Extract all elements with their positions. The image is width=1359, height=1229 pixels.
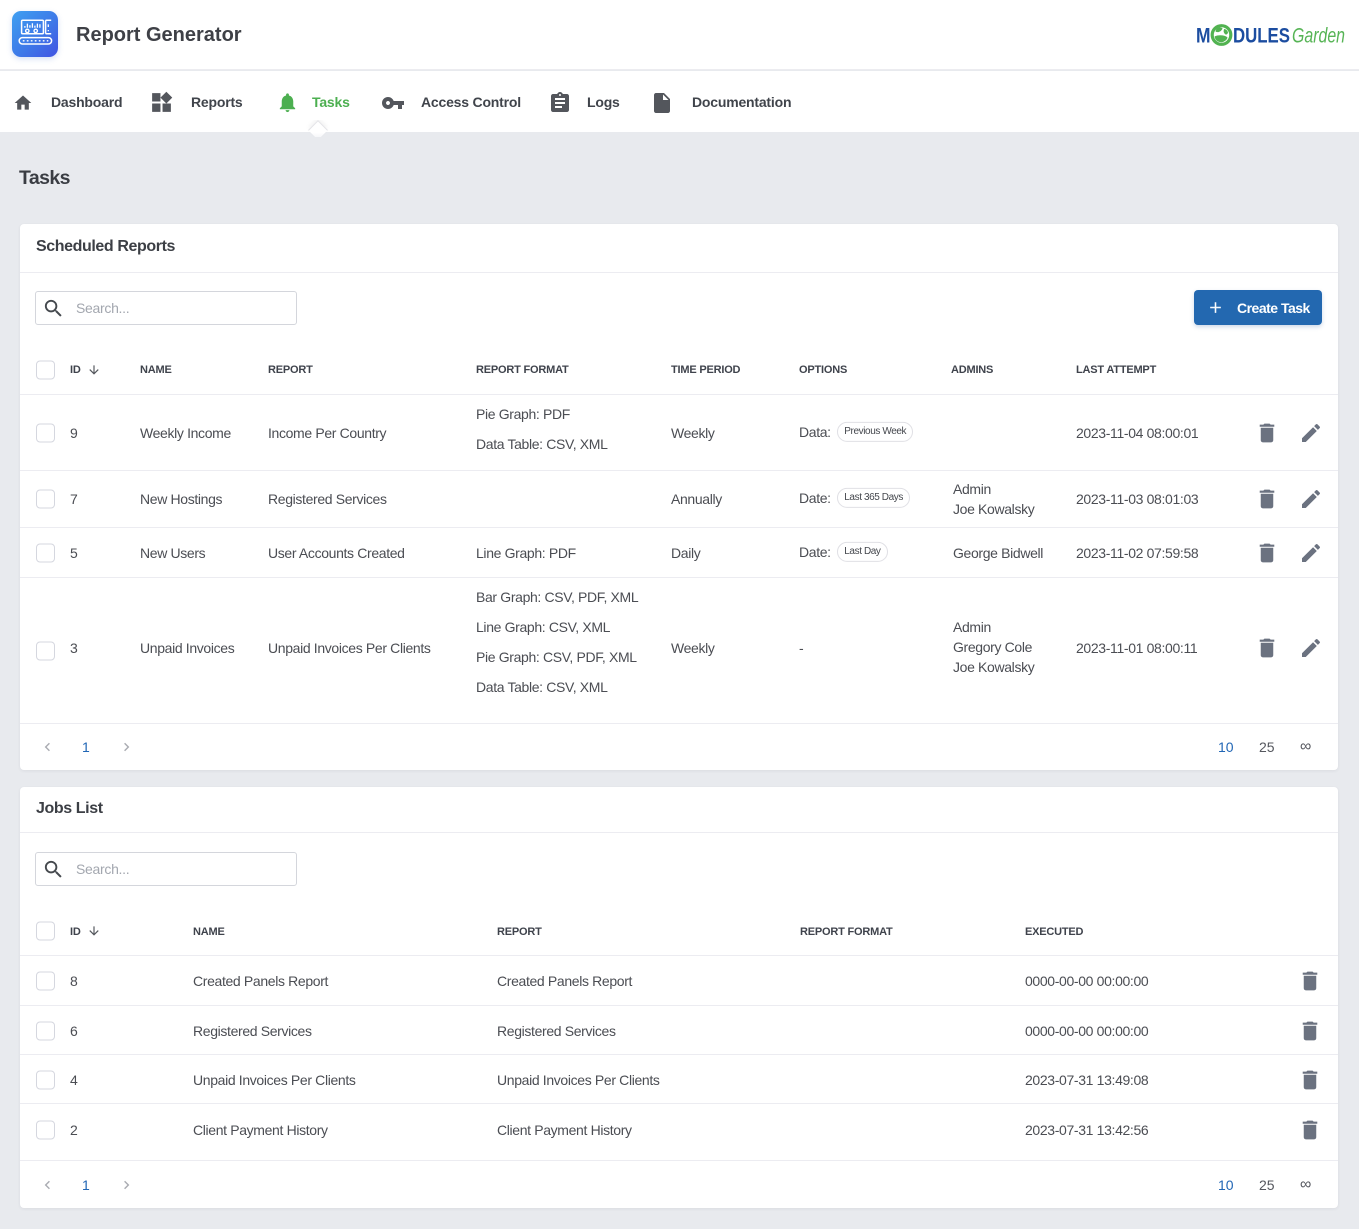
svg-text:Garden: Garden (1292, 25, 1345, 48)
svg-text:M: M (1196, 25, 1211, 48)
svg-text:DULES: DULES (1233, 25, 1290, 48)
